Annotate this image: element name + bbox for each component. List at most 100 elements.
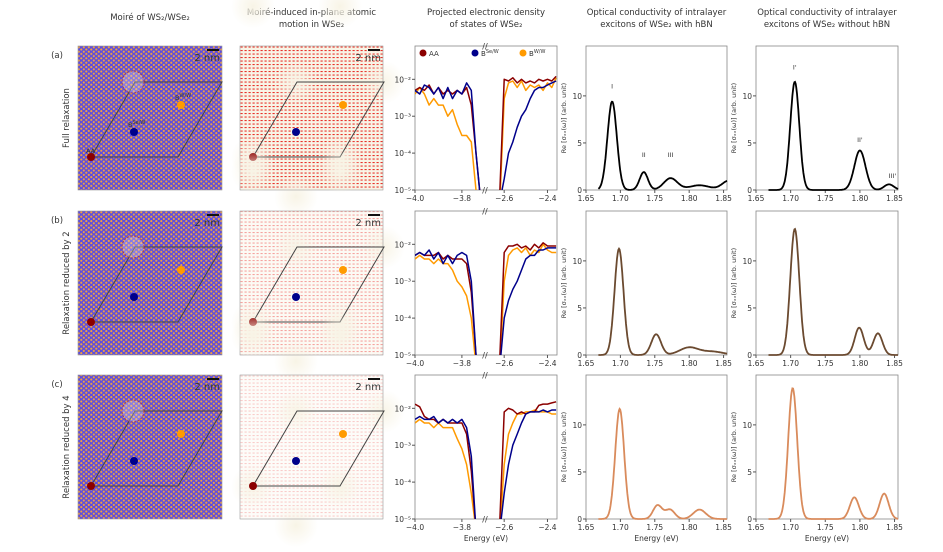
x-tick-label: 1.65 [748, 194, 765, 203]
x-tick-label: 1.85 [886, 523, 903, 532]
x-tick-label: 1.80 [681, 359, 698, 368]
axis-break-mark: // [482, 351, 488, 360]
y-tick-label: 10⁻⁵ [394, 351, 411, 360]
y-axis-label: Re [σₓₓ(ω)] (arb. unit) [730, 83, 738, 153]
spectrum-line [768, 227, 898, 356]
legend-marker-2 [519, 49, 527, 57]
x-tick-label: 1.75 [817, 194, 834, 203]
axis-break-mark: // [482, 186, 488, 195]
x-tick-label: 1.75 [646, 523, 663, 532]
panel-frame [239, 210, 384, 356]
spectrum-line [597, 100, 728, 191]
stacking-label: AA [86, 147, 96, 155]
spectrum-line [598, 407, 727, 520]
dos-line-1-left [415, 415, 477, 519]
scale-bar-label: 2 nm [194, 382, 220, 393]
stacking-point-0 [249, 482, 257, 490]
y-axis-label: Re [σₓₓ(ω)] (arb. unit) [730, 248, 738, 318]
y-tick-label: 5 [747, 139, 752, 148]
y-tick-label: 5 [747, 468, 752, 477]
low-motion-region [231, 149, 275, 194]
dos-line-0-right [499, 75, 557, 190]
moire-unit-cell [90, 81, 223, 158]
dos-line-2-left [415, 86, 477, 190]
panel-frame [239, 45, 384, 191]
scale-bar-label: 2 nm [194, 218, 220, 229]
scale-bar-label: 2 nm [355, 53, 381, 64]
y-tick-label: 0 [577, 351, 582, 360]
stacking-point-1 [292, 293, 300, 301]
x-tick-label: 1.80 [852, 194, 869, 203]
moire-unit-cell [252, 81, 385, 158]
row-tag: (b) [51, 216, 63, 226]
y-tick-label: 5 [577, 139, 582, 148]
x-tick-label: 1.85 [715, 523, 732, 532]
scale-bar-label: 2 nm [194, 53, 220, 64]
low-motion-region [274, 389, 318, 434]
x-tick-label: −4.0 [406, 194, 424, 203]
axis-break-mark: // [482, 42, 488, 51]
low-motion-region [318, 313, 362, 358]
x-tick-label: 1.75 [817, 359, 834, 368]
x-tick-label: 1.85 [715, 359, 732, 368]
x-tick-label: 1.80 [681, 194, 698, 203]
x-tick-label: 1.80 [852, 523, 869, 532]
highlight-circle [121, 399, 145, 423]
y-tick-label: 10⁻⁴ [394, 478, 411, 487]
x-tick-label: −4.0 [406, 359, 424, 368]
x-axis-label: Energy (eV) [805, 534, 849, 543]
plot-area [414, 374, 558, 520]
moire-unit-cell [90, 410, 223, 487]
row-label: Relaxation reduced by 2 [62, 231, 72, 334]
y-tick-label: 10 [572, 257, 582, 266]
y-tick-label: 10 [572, 92, 582, 101]
y-tick-label: 0 [577, 186, 582, 195]
column-title-4: Optical conductivity of intralayer [757, 8, 897, 18]
x-tick-label: 1.70 [612, 359, 629, 368]
x-tick-label: 1.80 [852, 359, 869, 368]
low-motion-region [318, 0, 362, 29]
stacking-label: BW/W [175, 93, 191, 102]
series-group [415, 401, 557, 519]
dos-line-1-right [500, 409, 557, 519]
x-tick-label: 1.85 [886, 194, 903, 203]
stacking-point-2 [177, 266, 185, 274]
legend-sup: W/W [534, 49, 546, 55]
plot-area [755, 45, 899, 191]
peak-label: I' [793, 64, 797, 72]
dos-chart: ////10⁻⁵10⁻⁴10⁻³10⁻²−4.0 −3.8 −2.6 −2.4AA BS… [394, 42, 558, 203]
spectrum-line [598, 247, 728, 356]
plot-area [414, 45, 558, 191]
dos-line-0-right [499, 242, 557, 355]
legend-entry-1: BSe/W [481, 49, 499, 58]
dos-line-1-right [501, 80, 557, 190]
moire-unit-cell [252, 246, 385, 323]
y-tick-label: 10⁻² [394, 75, 411, 84]
x-tick-label: 1.80 [681, 523, 698, 532]
y-tick-label: 10⁻⁴ [394, 149, 411, 158]
lattice-image [77, 45, 223, 191]
x-tick-label: 1.75 [646, 359, 663, 368]
low-motion-region [274, 174, 318, 219]
dos-line-0-left [415, 84, 481, 190]
x-tick-label: 1.75 [817, 523, 834, 532]
x-tick-label: −2.4 [538, 523, 556, 532]
series-group [415, 242, 557, 355]
dos-chart: // // 10⁻⁵ 10⁻⁴ 10⁻³ 10⁻² −4.0 −3.8 −2.6 −2.4 [394, 207, 558, 368]
y-axis-label: Re [σₓₓ(ω)] (arb. unit) [560, 248, 568, 318]
panel-frame [239, 374, 384, 520]
x-tick-label: 1.70 [612, 194, 629, 203]
spectrum-chart-optical-conductivity-without-hbn: 0 5 10 1.65 1.70 1.75 1.80 1.85 Re [σₓₓ(ω)] (arb… [730, 45, 903, 203]
x-tick-label: −2.6 [495, 359, 513, 368]
stacking-point-2 [177, 430, 185, 438]
plot-area [585, 45, 728, 191]
low-motion-region [231, 0, 275, 29]
legend-entry-0: AA [429, 50, 439, 58]
y-tick-label: 10⁻² [394, 404, 411, 413]
column-title-2: Projected electronic density [427, 8, 545, 18]
low-motion-region [274, 225, 318, 270]
y-tick-label: 10⁻³ [394, 112, 411, 121]
x-tick-label: 1.85 [715, 194, 732, 203]
